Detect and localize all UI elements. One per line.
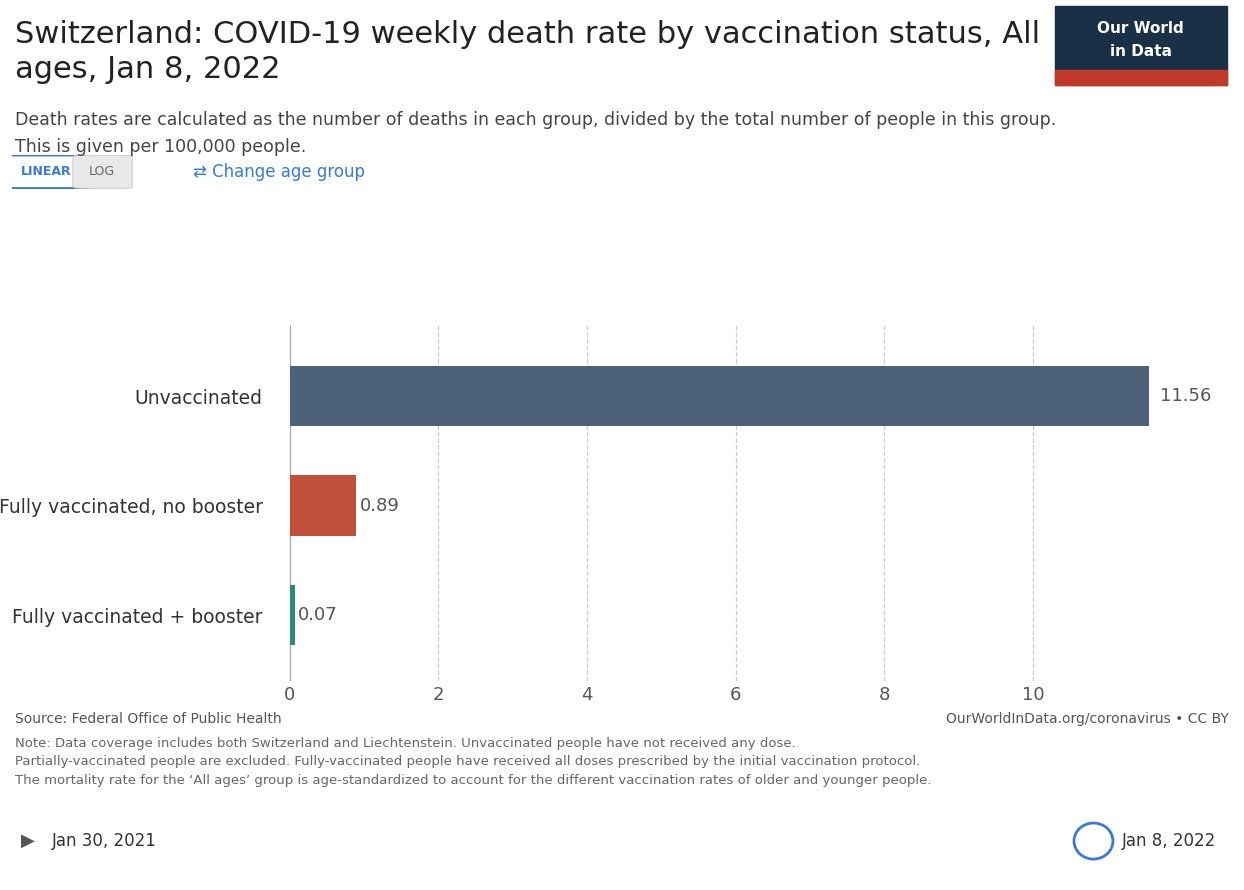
Text: Jan 30, 2021: Jan 30, 2021 [52, 832, 157, 850]
Text: Our World: Our World [1097, 20, 1184, 36]
Text: LOG: LOG [88, 165, 116, 178]
Text: 11.56: 11.56 [1161, 387, 1212, 405]
FancyBboxPatch shape [73, 155, 132, 189]
FancyBboxPatch shape [4, 155, 88, 189]
Text: 0.89: 0.89 [360, 497, 399, 514]
Bar [1055, 69, 1227, 85]
Bar [290, 475, 356, 536]
Text: Switzerland: COVID-19 weekly death rate by vaccination status, All: Switzerland: COVID-19 weekly death rate … [15, 20, 1040, 49]
Text: Death rates are calculated as the number of deaths in each group, divided by the: Death rates are calculated as the number… [15, 111, 1056, 156]
Text: OurWorldInData.org/coronavirus • CC BY: OurWorldInData.org/coronavirus • CC BY [947, 712, 1229, 726]
Text: Note: Data coverage includes both Switzerland and Liechtenstein. Unvaccinated pe: Note: Data coverage includes both Switze… [15, 737, 932, 787]
Circle shape [1074, 823, 1113, 859]
Text: ⇄ Change age group: ⇄ Change age group [193, 163, 364, 181]
Text: ages, Jan 8, 2022: ages, Jan 8, 2022 [15, 55, 280, 85]
Text: ▶: ▶ [21, 832, 35, 850]
Text: 0.07: 0.07 [299, 606, 337, 624]
Text: in Data: in Data [1110, 44, 1172, 59]
Text: LINEAR: LINEAR [21, 165, 71, 178]
Bar [290, 585, 295, 645]
Text: Source: Federal Office of Public Health: Source: Federal Office of Public Health [15, 712, 281, 726]
Bar [290, 366, 1149, 426]
Text: Jan 8, 2022: Jan 8, 2022 [1122, 832, 1217, 850]
